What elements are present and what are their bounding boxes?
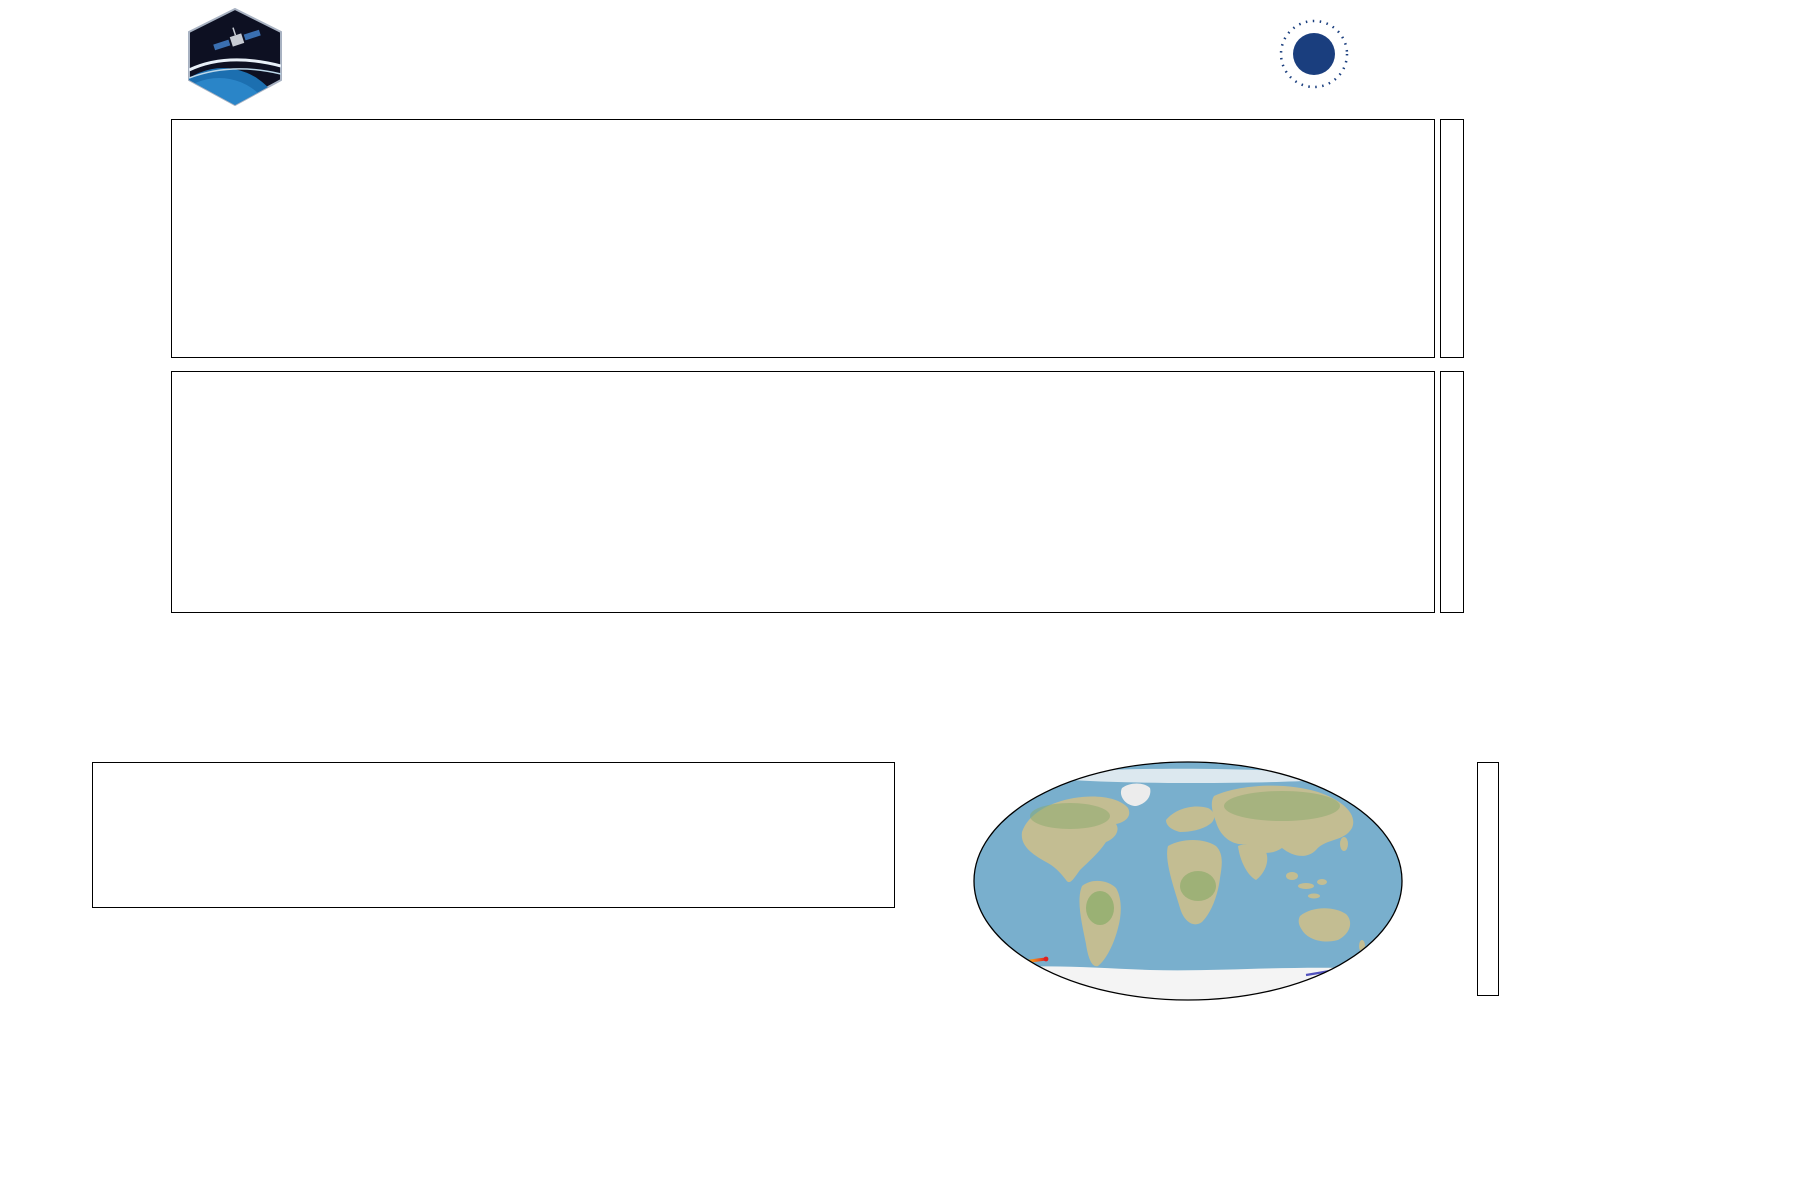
- altitude-colorbar: [1477, 762, 1499, 996]
- dipole-voltage-colorbar-b: [1440, 371, 1464, 613]
- dipole-voltage-colorbar-a: [1440, 119, 1464, 358]
- world-map: [973, 761, 1403, 1001]
- cassiope-mission-patch: [188, 8, 282, 106]
- spectrogram-input-a: [171, 119, 1435, 358]
- satellite-icon: [213, 27, 261, 51]
- india: [1238, 844, 1268, 880]
- esa-emblem-icon: [1279, 19, 1349, 89]
- track-end-marker: [1043, 956, 1049, 962]
- australia: [1298, 908, 1351, 942]
- arctic-ice: [1030, 768, 1350, 783]
- attitude-angle-plot: [92, 762, 895, 908]
- spectrogram-input-b: [171, 371, 1435, 613]
- greenland: [1120, 783, 1151, 806]
- europe: [1166, 806, 1215, 832]
- esa-logo: [1278, 18, 1358, 90]
- antarctica: [976, 966, 1400, 1000]
